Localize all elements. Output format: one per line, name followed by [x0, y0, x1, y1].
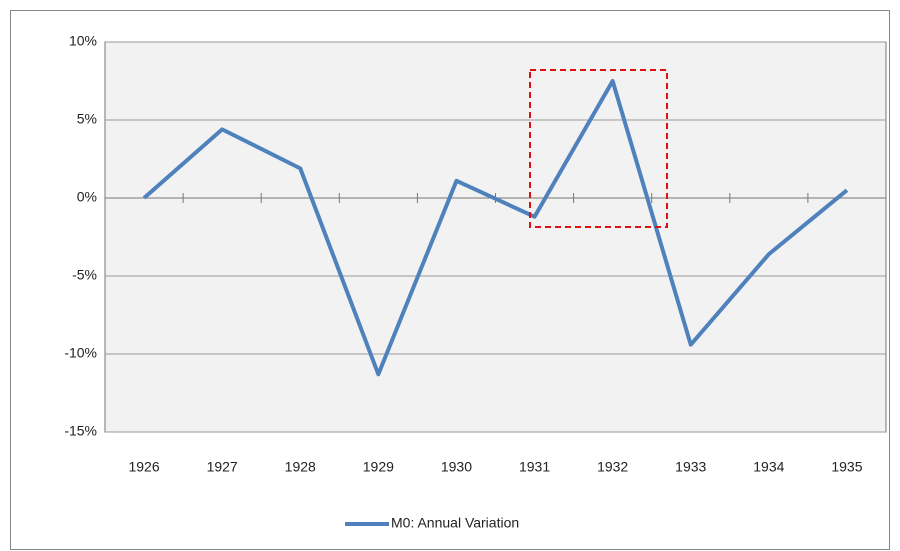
x-tick-label: 1930: [441, 459, 472, 475]
x-tick-label: 1931: [519, 459, 550, 475]
data-line: [142, 79, 849, 377]
x-tick-label: 1929: [363, 459, 394, 475]
x-tick-label: 1926: [128, 459, 159, 475]
x-tick-label: 1932: [597, 459, 628, 475]
legend-label: M0: Annual Variation: [391, 515, 519, 531]
y-tick-label: 5%: [77, 111, 97, 127]
x-tick-label: 1927: [207, 459, 238, 475]
highlight-box: [529, 69, 668, 228]
y-tick-label: 0%: [77, 189, 97, 205]
x-tick-label: 1928: [285, 459, 316, 475]
x-tick-label: 1934: [753, 459, 784, 475]
y-tick-label: 10%: [69, 33, 97, 49]
x-tick-label: 1935: [831, 459, 862, 475]
y-tick-label: -5%: [72, 267, 97, 283]
x-tick-label: 1933: [675, 459, 706, 475]
y-tick-label: -10%: [64, 345, 97, 361]
plot-area: [104, 41, 887, 433]
marks: -15% -10% -5% 0% 5% 10% 1926 1927 1928 1929 1930 19…: [64, 33, 886, 531]
y-tick-label: -15%: [64, 423, 97, 439]
